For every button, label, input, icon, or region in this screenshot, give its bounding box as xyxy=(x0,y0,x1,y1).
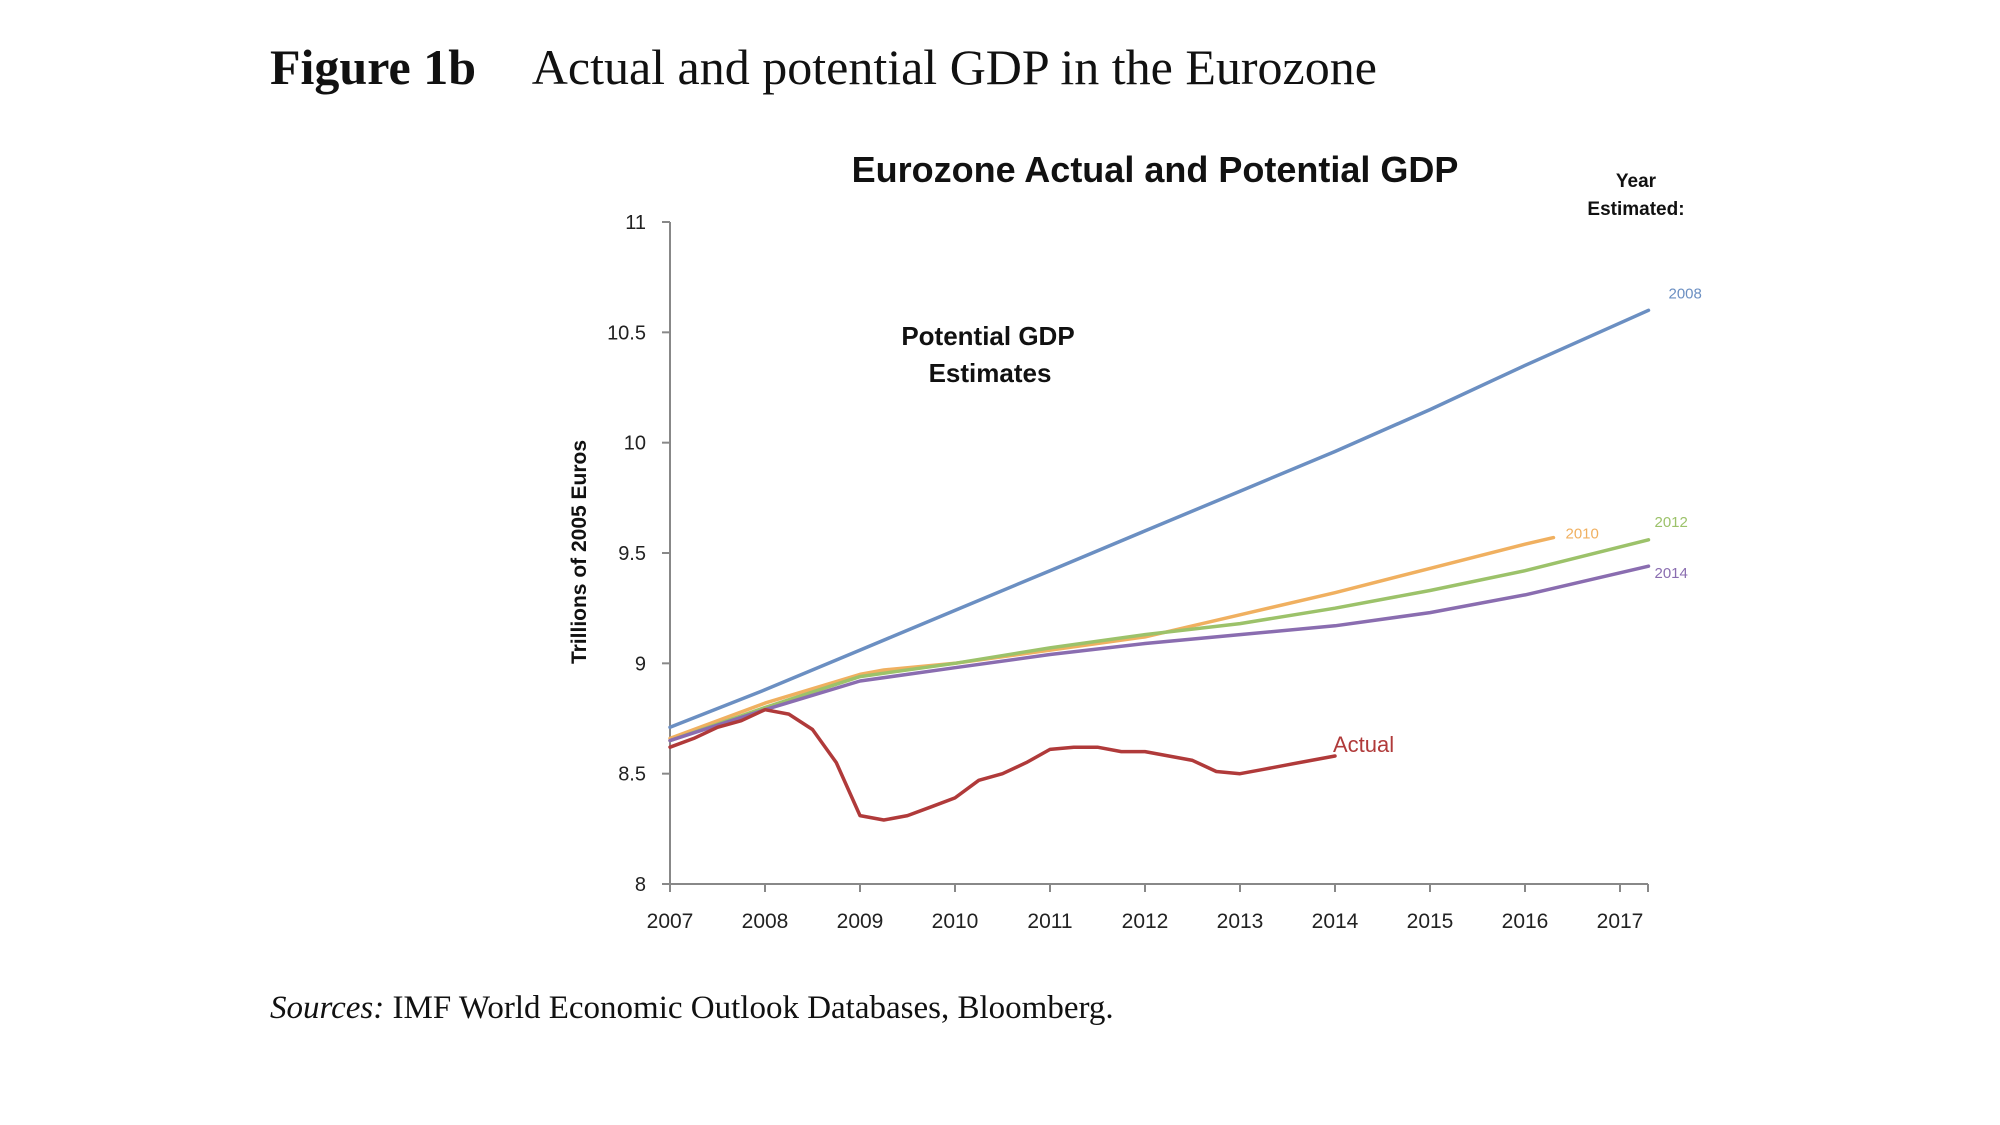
y-tick-label: 8 xyxy=(635,874,646,896)
series-line-2012 xyxy=(668,538,1651,743)
legend-title-line1: Year xyxy=(1616,171,1657,192)
series-line-2010 xyxy=(668,535,1556,741)
sources-text: IMF World Economic Outlook Databases, Bl… xyxy=(392,990,1114,1026)
x-tick-label: 2017 xyxy=(1597,910,1644,933)
y-axis-label: Trillions of 2005 Euros xyxy=(568,440,591,664)
figure-header: Figure 1b Actual and potential GDP in th… xyxy=(270,38,1377,96)
sources-prefix: Sources: xyxy=(270,990,385,1026)
x-tick-label: 2016 xyxy=(1502,910,1549,933)
series-label-2008: 2008 xyxy=(1669,285,1702,302)
y-tick-label: 9 xyxy=(635,653,646,675)
figure-label: Figure 1b xyxy=(270,39,477,95)
annotation-line2: Estimates xyxy=(929,358,1052,388)
series-label-actual: Actual xyxy=(1333,732,1394,757)
series-labels: 2008 2010 2012 2014 Actual xyxy=(1333,285,1702,757)
annotation-line1: Potential GDP xyxy=(901,321,1074,351)
y-tick-label: 8.5 xyxy=(618,764,646,786)
y-tick-label: 10 xyxy=(624,433,646,455)
series-label-2010: 2010 xyxy=(1566,526,1599,543)
x-tick-label: 2009 xyxy=(837,910,884,933)
x-tick-label: 2013 xyxy=(1217,910,1264,933)
y-tick-label: 10.5 xyxy=(607,322,646,344)
y-tick-label: 11 xyxy=(625,212,646,234)
legend-title-line2: Estimated: xyxy=(1587,199,1684,220)
x-tick-label: 2010 xyxy=(932,910,979,933)
series-line-actual xyxy=(668,707,1337,822)
sources-note: Sources: IMF World Economic Outlook Data… xyxy=(270,990,1114,1027)
x-tick-label: 2014 xyxy=(1312,910,1359,933)
x-tick-label: 2008 xyxy=(742,910,789,933)
chart-axes: 8 8.5 9 9.5 10 10.5 11 2007 2008 2009 2010 2011 2012… xyxy=(607,212,1649,933)
x-tick-label: 2012 xyxy=(1122,910,1169,933)
chart-series xyxy=(668,308,1651,822)
series-line-2014 xyxy=(668,564,1651,743)
series-label-2012: 2012 xyxy=(1655,514,1688,531)
y-tick-label: 9.5 xyxy=(618,543,646,565)
x-tick-label: 2011 xyxy=(1027,910,1072,933)
series-label-2014: 2014 xyxy=(1655,565,1688,582)
series-line-2008 xyxy=(668,308,1651,730)
figure-caption: Actual and potential GDP in the Eurozone xyxy=(531,39,1377,95)
chart-title: Eurozone Actual and Potential GDP xyxy=(852,149,1459,190)
x-tick-label: 2015 xyxy=(1407,910,1454,933)
x-tick-label: 2007 xyxy=(647,910,694,933)
